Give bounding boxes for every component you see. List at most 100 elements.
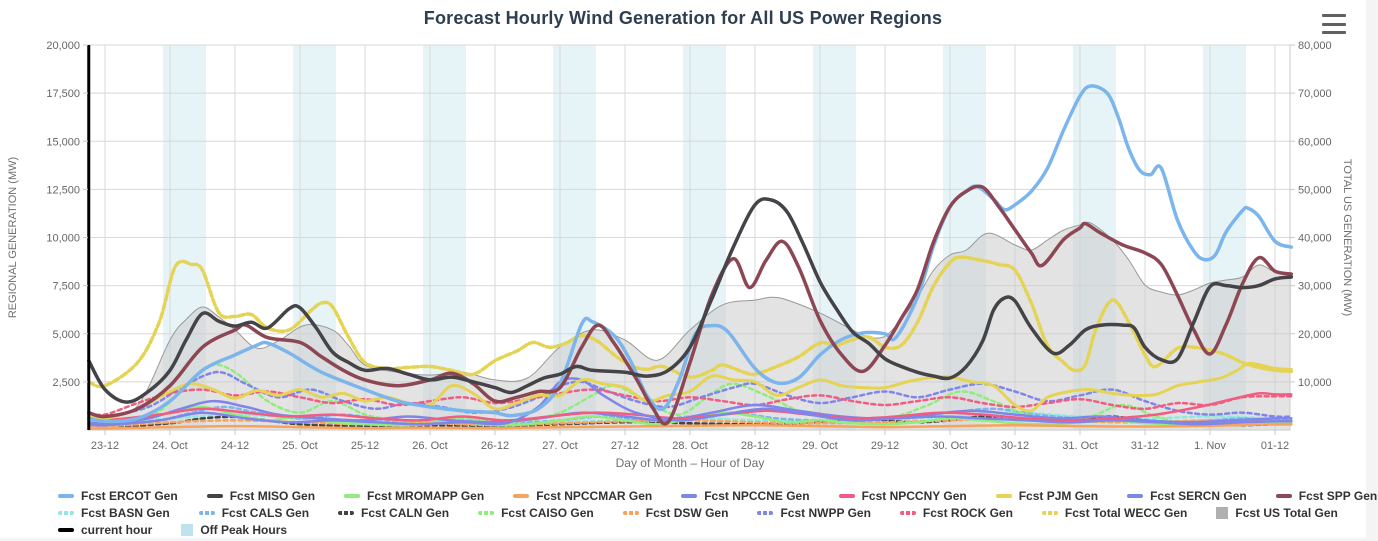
legend-label: Fcst Total WECC Gen xyxy=(1064,506,1188,520)
series-fcst-caiso-gen xyxy=(87,363,1293,429)
legend-item-current-hour[interactable]: current hour xyxy=(58,523,152,537)
hamburger-icon xyxy=(1322,22,1346,26)
legend-line-icon xyxy=(338,511,355,515)
x-axis-title: Day of Month – Hour of Day xyxy=(616,456,765,470)
left-axis-tick-label: 2,500 xyxy=(52,377,80,389)
legend-label: Fcst CALN Gen xyxy=(361,506,450,520)
legend-row: Fcst ERCOT Gen Fcst MISO Gen Fcst MROMAPP … xyxy=(58,489,1377,503)
legend-label: Fcst MROMAPP Gen xyxy=(367,489,485,503)
right-axis-tick-label: 80,000 xyxy=(1298,40,1332,52)
legend-label: Fcst ERCOT Gen xyxy=(81,489,178,503)
right-axis-tick-label: 20,000 xyxy=(1298,329,1332,341)
right-axis-tick-label: 50,000 xyxy=(1298,184,1332,196)
legend-item-fcst-dsw-gen[interactable]: Fcst DSW Gen xyxy=(622,506,729,520)
legend-label: Fcst ROCK Gen xyxy=(922,506,1013,520)
left-axis-tick-label: 12,500 xyxy=(46,184,80,196)
legend-label: Fcst SPP Gen xyxy=(1298,489,1378,503)
legend-item-off-peak-hours[interactable]: Off Peak Hours xyxy=(181,523,287,537)
legend-label: Fcst NWPP Gen xyxy=(780,506,871,520)
legend-label: Fcst DSW Gen xyxy=(645,506,729,520)
legend-item-fcst-us-total-gen[interactable]: Fcst US Total Gen xyxy=(1216,506,1338,520)
left-axis-tick-label: 7,500 xyxy=(52,281,80,293)
legend-row: current hour Off Peak Hours xyxy=(58,523,1308,537)
legend-item-fcst-miso-gen[interactable]: Fcst MISO Gen xyxy=(206,489,315,503)
x-axis-tick-label: 1. Nov xyxy=(1194,440,1226,452)
right-axis-tick-label: 40,000 xyxy=(1298,233,1332,245)
legend-line-icon xyxy=(681,494,698,498)
legend-item-fcst-cals-gen[interactable]: Fcst CALS Gen xyxy=(198,506,310,520)
x-axis-tick-label: 01-12 xyxy=(1261,440,1289,452)
left-axis-tick-label: 5,000 xyxy=(52,329,80,341)
legend-label: Fcst PJM Gen xyxy=(1018,489,1099,503)
legend-item-fcst-nwpp-gen[interactable]: Fcst NWPP Gen xyxy=(757,506,871,520)
x-axis-tick-label: 27-12 xyxy=(611,440,639,452)
series-fcst-npccmar-gen xyxy=(87,422,1293,430)
right-axis-tick-label: 70,000 xyxy=(1298,88,1332,100)
legend-label: Off Peak Hours xyxy=(200,523,288,537)
legend-line-icon xyxy=(478,511,495,515)
legend-item-fcst-npccne-gen[interactable]: Fcst NPCCNE Gen xyxy=(681,489,810,503)
legend-line-icon xyxy=(58,494,74,498)
hamburger-menu-button[interactable] xyxy=(1322,12,1348,36)
legend-line-icon xyxy=(757,511,774,515)
x-axis-tick-label: 28-12 xyxy=(741,440,769,452)
legend-item-fcst-rock-gen[interactable]: Fcst ROCK Gen xyxy=(899,506,1013,520)
x-axis-tick-label: 26-12 xyxy=(481,440,509,452)
legend-line-icon xyxy=(995,494,1012,498)
legend-item-fcst-mromapp-gen[interactable]: Fcst MROMAPP Gen xyxy=(344,489,484,503)
right-axis-tick-label: 30,000 xyxy=(1298,281,1332,293)
legend-item-fcst-basn-gen[interactable]: Fcst BASN Gen xyxy=(58,506,170,520)
legend-item-fcst-caln-gen[interactable]: Fcst CALN Gen xyxy=(338,506,449,520)
right-axis-tick-label: 60,000 xyxy=(1298,136,1332,148)
x-axis-tick-label: 27. Oct xyxy=(542,440,577,452)
series-fcst-miso-gen xyxy=(87,197,1294,404)
x-axis-tick-label: 24. Oct xyxy=(152,440,187,452)
legend-item-fcst-caiso-gen[interactable]: Fcst CAISO Gen xyxy=(478,506,594,520)
series-fcst-ercot-gen xyxy=(87,84,1294,424)
legend-label: Fcst SERCN Gen xyxy=(1150,489,1247,503)
series-fcst-rock-gen xyxy=(87,388,1293,417)
legend-item-fcst-npccny-gen[interactable]: Fcst NPCCNY Gen xyxy=(838,489,967,503)
x-axis-tick-label: 25. Oct xyxy=(282,440,317,452)
legend-line-icon xyxy=(206,494,223,498)
legend-label: Fcst CALS Gen xyxy=(221,506,310,520)
legend-line-icon xyxy=(1127,494,1144,498)
legend-box-icon xyxy=(1216,507,1229,519)
series-fcst-pjm-gen xyxy=(87,361,1293,421)
chart-legend: Fcst ERCOT Gen Fcst MISO Gen Fcst MROMAPP … xyxy=(58,489,1377,540)
x-axis-tick-label: 25-12 xyxy=(351,440,379,452)
legend-line-icon xyxy=(58,528,74,532)
legend-label: Fcst NPCCNE Gen xyxy=(704,489,810,503)
legend-box-icon xyxy=(181,524,194,536)
legend-line-icon xyxy=(513,494,530,498)
legend-item-fcst-spp-gen[interactable]: Fcst SPP Gen xyxy=(1275,489,1378,503)
legend-item-fcst-npccmar-gen[interactable]: Fcst NPCCMAR Gen xyxy=(513,489,652,503)
chart-canvas: 2,500 5,000 7,500 10,000 12,500 15,000 17,500 2… xyxy=(7,40,1353,470)
right-axis-tick-label: 10,000 xyxy=(1298,377,1332,389)
series-fcst-spp-gen xyxy=(87,184,1294,426)
x-axis-tick-label: 31-12 xyxy=(1131,440,1159,452)
left-axis-tick-label: 20,000 xyxy=(46,40,80,52)
legend-line-icon xyxy=(198,511,215,515)
legend-line-icon xyxy=(58,511,74,515)
legend-item-fcst-total-wecc-gen[interactable]: Fcst Total WECC Gen xyxy=(1041,506,1188,520)
legend-item-fcst-ercot-gen[interactable]: Fcst ERCOT Gen xyxy=(58,489,178,503)
legend-item-fcst-sercn-gen[interactable]: Fcst SERCN Gen xyxy=(1127,489,1247,503)
legend-label: Fcst NPCCNY Gen xyxy=(861,489,967,503)
x-axis-tick-label: 24-12 xyxy=(221,440,249,452)
legend-line-icon xyxy=(1275,494,1292,498)
hamburger-icon xyxy=(1322,31,1346,34)
x-axis-tick-label: 26. Oct xyxy=(412,440,447,452)
left-axis-title: REGIONAL GENERATION (MW) xyxy=(7,157,19,318)
legend-line-icon xyxy=(344,494,361,498)
x-axis-tick-label: 30. Oct xyxy=(932,440,967,452)
legend-line-icon xyxy=(899,511,916,515)
legend-line-icon xyxy=(622,511,639,515)
legend-label: Fcst BASN Gen xyxy=(81,506,170,520)
legend-label: Fcst NPCCMAR Gen xyxy=(536,489,653,503)
legend-label: Fcst CAISO Gen xyxy=(501,506,594,520)
x-axis-tick-label: 23-12 xyxy=(91,440,119,452)
legend-item-fcst-pjm-gen[interactable]: Fcst PJM Gen xyxy=(995,489,1099,503)
legend-label: Fcst US Total Gen xyxy=(1235,506,1338,520)
